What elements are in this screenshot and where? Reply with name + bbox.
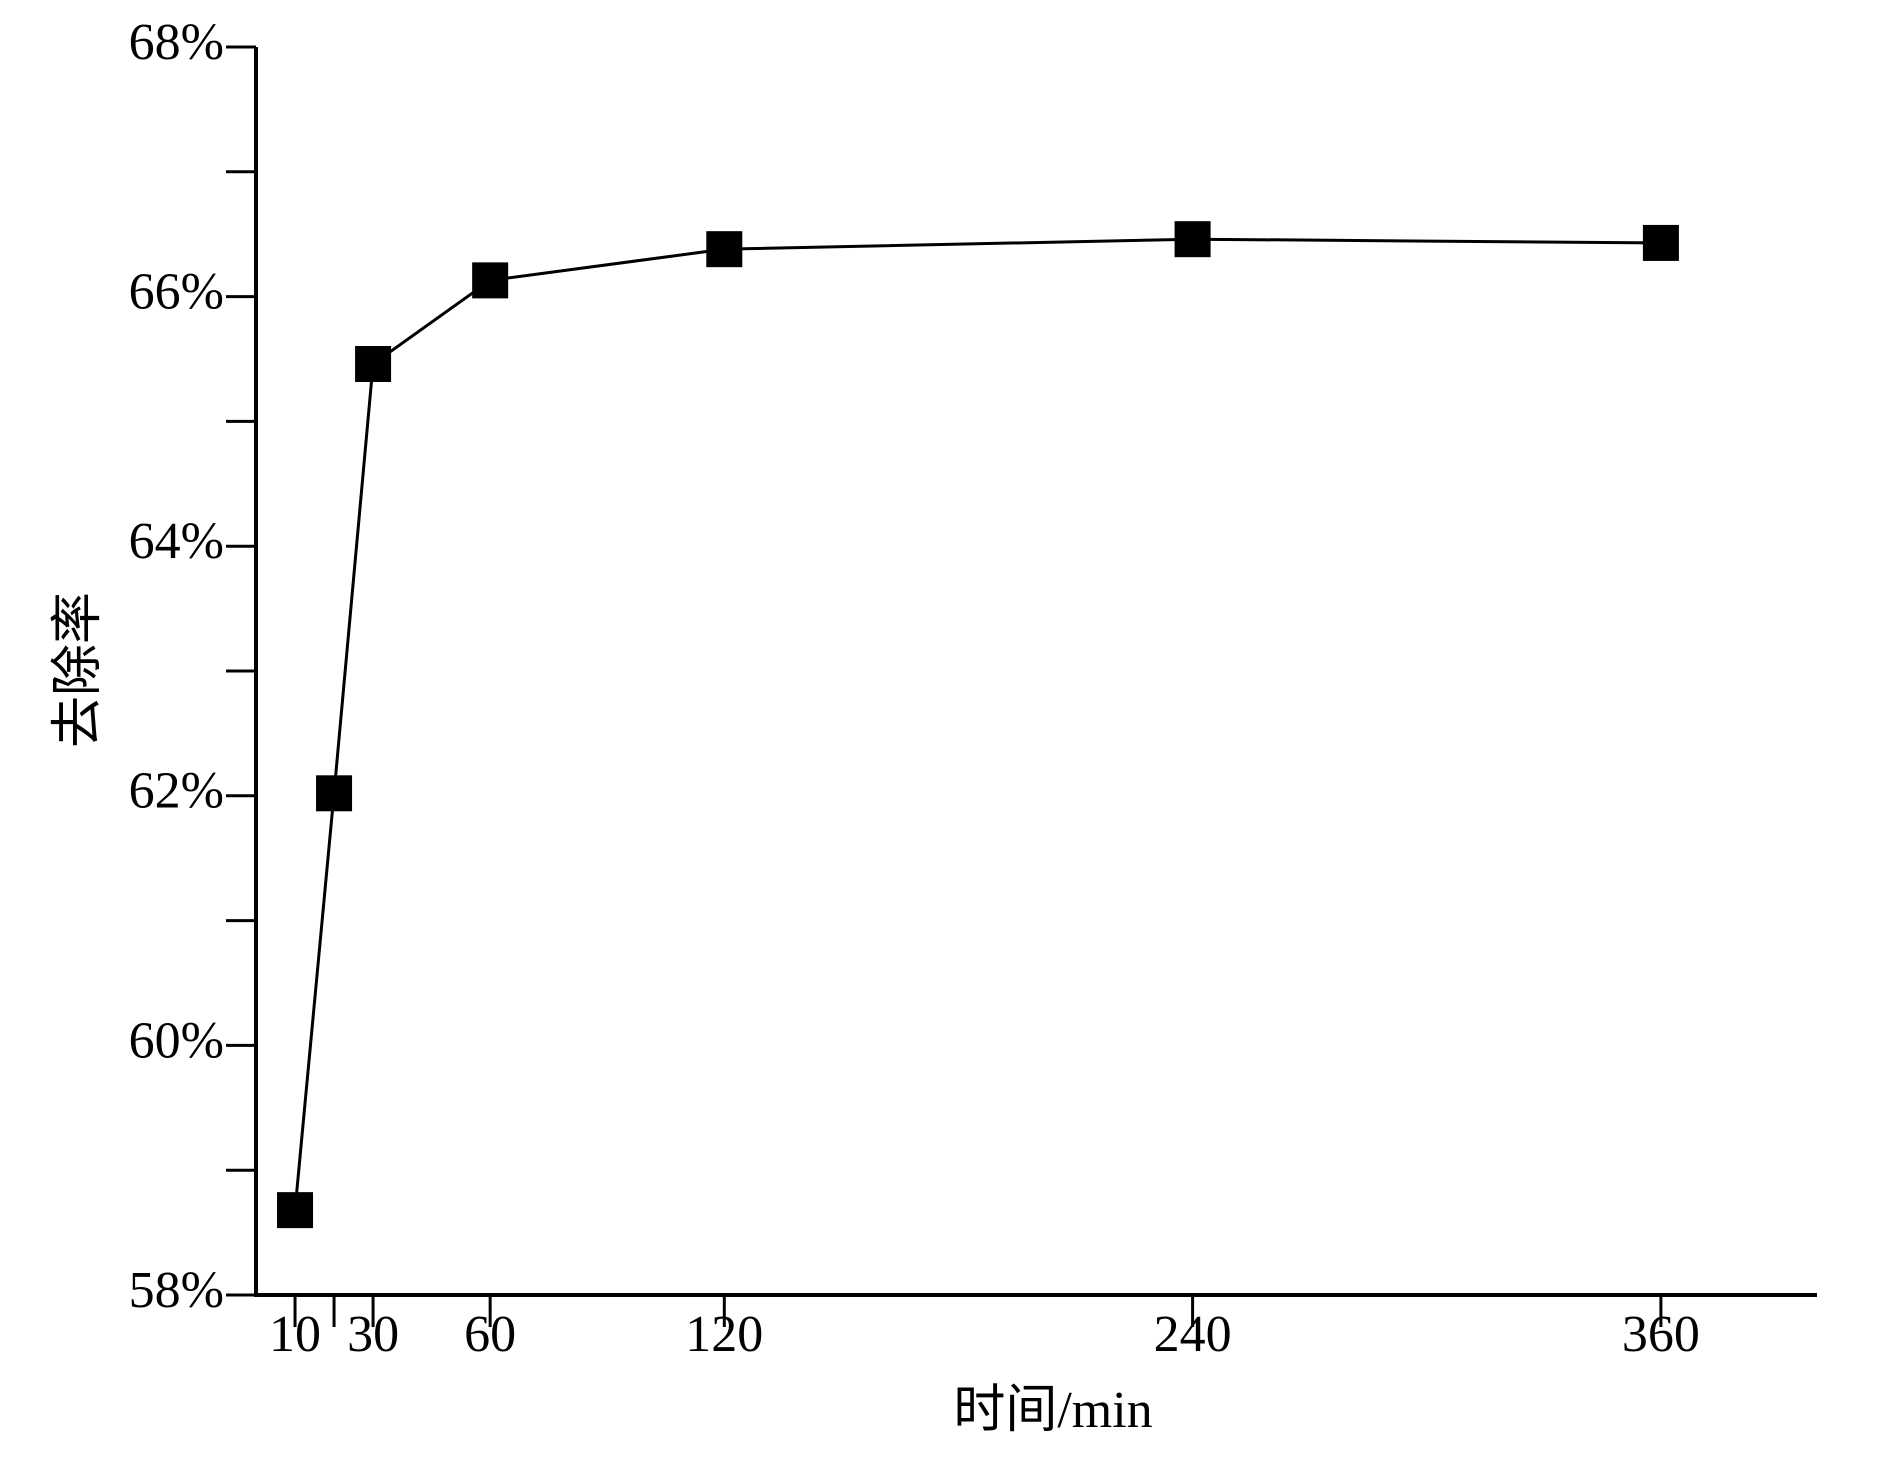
marker [355, 345, 392, 382]
x-tick-label: 360 [1622, 1306, 1700, 1363]
y-tick-label: 68% [129, 14, 224, 71]
y-tick-label: 60% [129, 1012, 224, 1069]
series-line [293, 237, 1661, 1211]
y-axis-title: 去除率 [50, 592, 107, 748]
x-tick-label: 30 [347, 1306, 399, 1363]
y-tick-label: 62% [129, 763, 224, 820]
marker [706, 231, 743, 268]
marker [1642, 224, 1679, 261]
y-tick-label: 58% [129, 1262, 224, 1319]
marker [277, 1192, 314, 1229]
marker [1174, 221, 1211, 258]
x-tick-label: 120 [685, 1306, 763, 1363]
marker [472, 262, 509, 299]
x-axis-title: 时间/min [953, 1382, 1152, 1439]
y-tick-label: 66% [129, 264, 224, 321]
x-tick-label: 240 [1154, 1306, 1232, 1363]
marker [316, 775, 353, 812]
y-tick-label: 64% [129, 513, 224, 570]
x-tick-label: 10 [269, 1306, 321, 1363]
x-tick-label: 60 [464, 1306, 516, 1363]
